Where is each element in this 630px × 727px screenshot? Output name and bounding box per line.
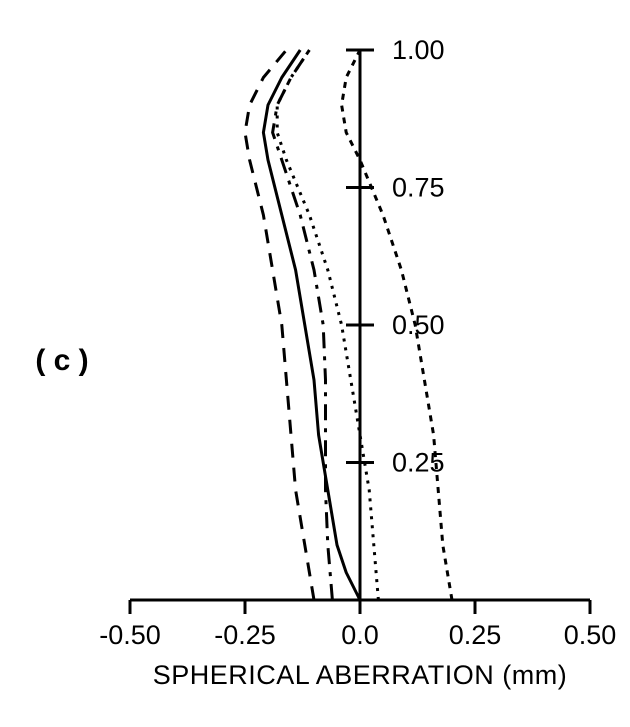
x-tick-label: 0.50 [564, 620, 617, 650]
y-tick-label: 1.00 [392, 35, 445, 65]
x-tick-label: -0.25 [214, 620, 276, 650]
x-tick-label: 0.0 [341, 620, 379, 650]
chart-background [0, 0, 630, 727]
x-tick-label: -0.50 [99, 620, 161, 650]
y-tick-label: 0.25 [392, 448, 445, 478]
y-tick-label: 0.75 [392, 173, 445, 203]
x-tick-label: 0.25 [449, 620, 502, 650]
x-axis-label: SPHERICAL ABERRATION (mm) [153, 660, 568, 690]
subplot-label: ( c ) [35, 344, 88, 377]
spherical-aberration-chart: -0.50-0.250.00.250.500.250.500.751.00SPH… [0, 0, 630, 727]
